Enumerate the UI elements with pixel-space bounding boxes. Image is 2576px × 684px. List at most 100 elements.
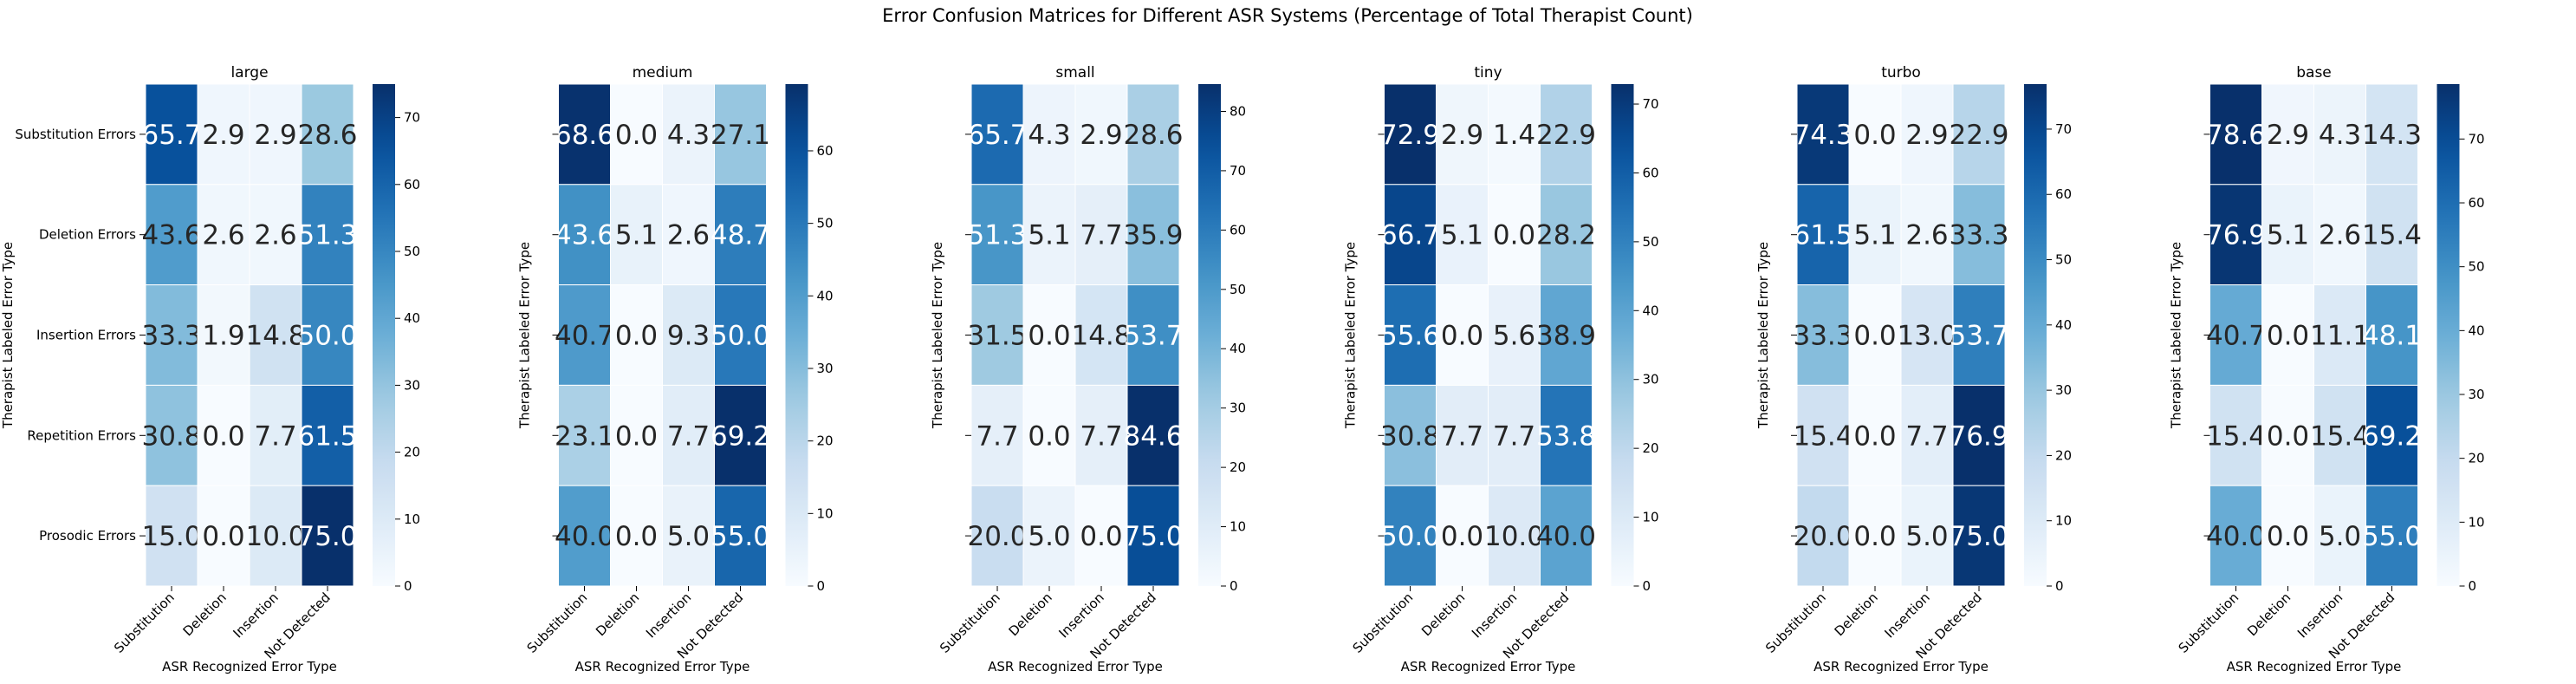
panel-title: small [1055,64,1094,81]
cell-value-label: 2.6 [202,220,244,251]
colorbar-tick-label: 50 [1230,282,1246,297]
cell-value-label: 50.0 [711,321,770,352]
cell-value-label: 1.4 [1493,120,1535,151]
cell-value-label: 55.0 [2362,521,2422,552]
x-tick-label: Insertion [1882,590,1933,641]
cell-value-label: 28.6 [1123,120,1183,151]
colorbar-tick-label: 30 [2055,382,2072,398]
heatmap-cell [1900,384,1954,486]
x-axis-label: ASR Recognized Error Type [1814,659,1989,674]
cell-value-label: 31.5 [967,321,1027,352]
heatmap-cell [1126,485,1180,587]
cell-value-label: 65.7 [141,120,201,151]
cell-value-label: 7.7 [254,420,296,452]
heatmap-cell [2261,284,2314,386]
heatmap-cell [1952,184,2006,286]
heatmap-cell [301,83,354,186]
colorbar [785,84,808,586]
cell-value-label: 28.6 [297,120,357,151]
colorbar-tick-label: 20 [404,445,420,460]
cell-value-label: 72.9 [1380,120,1440,151]
cell-value-label: 75.0 [297,521,357,552]
panel-medium: 68.6 0.0 4.3 27.143.6 5.1 2.6 48.740.7 0.0 9.3 50… [517,64,834,674]
cell-value-label: 30.8 [141,420,201,452]
heatmap-cell [1022,485,1076,587]
x-tick-label: Deletion [1832,590,1881,639]
panel-turbo: 74.3 0.0 2.9 22.961.5 5.1 2.6 33.333.3 0.0 13.05… [1755,64,2072,674]
colorbar-tick-label: 40 [404,310,420,326]
colorbar-tick-label: 20 [817,433,834,449]
panel-title: turbo [1881,64,1921,81]
cell-value-label: 0.0 [1028,420,1070,452]
heatmap-cell [2261,384,2314,486]
panel-base: 78.6 2.9 4.3 14.376.9 5.1 2.6 15.440.7 0.0 11.14… [2169,64,2485,674]
cell-value-label: 75.0 [1123,521,1183,552]
heatmap-cell [2313,384,2366,486]
heatmap-cell [1848,485,1902,587]
colorbar-tick-label: 40 [1643,303,1659,318]
cell-value-label: 5.1 [1853,220,1896,251]
panel-title: base [2296,64,2332,81]
panel-title: medium [633,64,693,81]
heatmap-cell [610,384,663,486]
heatmap-cell [1796,284,1850,386]
cell-value-label: 14.8 [245,321,305,352]
colorbar-tick-label: 30 [1643,372,1659,388]
colorbar-tick-label: 50 [2469,259,2485,275]
cell-value-label: 11.1 [2310,321,2370,352]
x-tick-label: Deletion [2244,590,2294,639]
cell-value-label: 28.2 [1536,220,1596,251]
colorbar-tick-label: 20 [1230,459,1246,475]
heatmap-cell [1488,384,1541,486]
cell-value-label: 15.4 [2362,220,2422,251]
heatmap-cell [197,83,250,186]
x-axis-label: ASR Recognized Error Type [1401,659,1576,674]
heatmap-cell [249,485,302,587]
cell-value-label: 0.0 [1493,220,1535,251]
colorbar-tick-label: 20 [1643,440,1659,456]
cell-value-label: 0.0 [2267,521,2309,552]
colorbar [2024,84,2047,586]
cell-value-label: 14.8 [1071,321,1131,352]
panel-title: large [230,64,268,81]
colorbar-tick-label: 20 [2055,447,2072,463]
cell-value-label: 0.0 [1853,120,1896,151]
panel-tiny: 72.9 2.9 1.4 22.966.7 5.1 0.0 28.255.6 0.0 5.6 38… [1343,64,1659,674]
cell-value-label: 0.0 [1441,521,1483,552]
heatmap-cell [1952,83,2006,186]
cell-value-label: 65.7 [967,120,1027,151]
cell-value-label: 0.0 [615,420,658,452]
heatmap-cell [1126,384,1180,486]
cell-value-label: 5.1 [1441,220,1483,251]
cell-value-label: 5.1 [2267,220,2309,251]
heatmap-cell [2365,485,2418,587]
cell-value-label: 50.0 [297,321,357,352]
heatmap-cell [1540,184,1593,286]
cell-value-label: 1.9 [202,321,244,352]
cell-value-label: 0.0 [202,521,244,552]
heatmap-cell [301,384,354,486]
heatmap-cell [1074,384,1128,486]
cell-value-label: 20.0 [967,521,1027,552]
cell-value-label: 7.7 [976,420,1018,452]
cell-value-label: 40.7 [555,321,614,352]
cell-value-label: 33.3 [141,321,201,352]
cell-value-label: 43.6 [555,220,614,251]
cell-value-label: 53.8 [1536,420,1596,452]
x-tick-label: Substitution [1350,590,1417,656]
heatmap-cell [249,83,302,186]
cell-value-label: 7.7 [1905,420,1948,452]
heatmap-cell [145,83,198,186]
y-axis-label: Therapist Labeled Error Type [0,242,16,429]
heatmap-cell [1384,184,1437,286]
cell-value-label: 69.2 [2362,420,2422,452]
x-axis-label: ASR Recognized Error Type [2227,659,2402,674]
cell-value-label: 7.7 [1080,420,1122,452]
heatmap-cell [1022,83,1076,186]
cell-value-label: 20.0 [1793,521,1853,552]
heatmap-cell [2209,83,2262,186]
heatmap-cell [970,485,1024,587]
heatmap-cell [197,184,250,286]
cell-value-label: 4.3 [2319,120,2361,151]
colorbar-tick-label: 10 [1643,510,1659,525]
